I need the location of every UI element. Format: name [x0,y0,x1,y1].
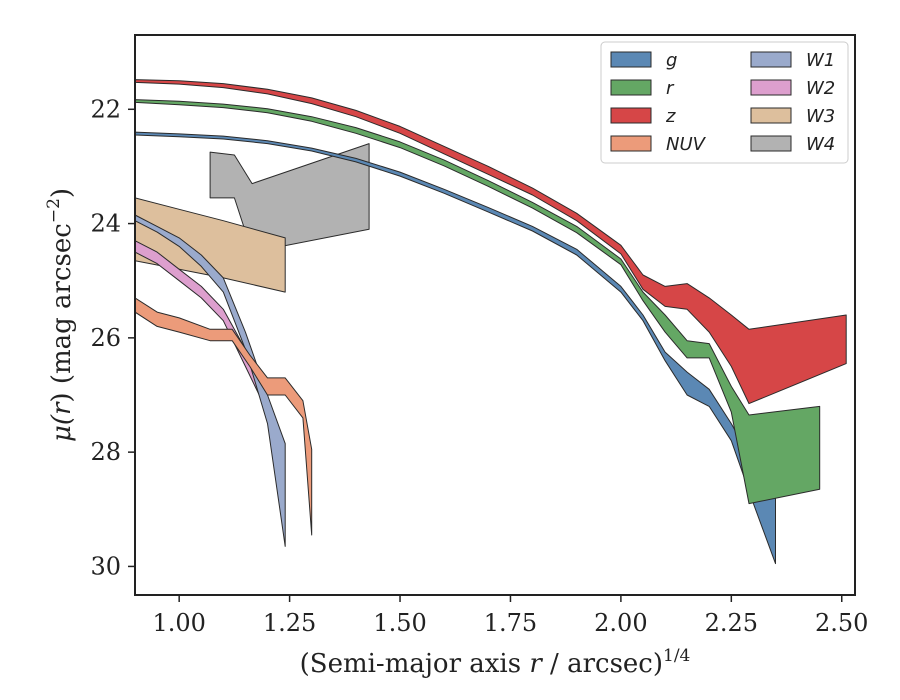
x-axis-title-post: / arcsec) [542,649,663,679]
x-axis-ticks: 1.00 1.25 1.50 1.75 2.00 2.25 2.50 [152,595,868,637]
x-axis-title-var: r [529,649,543,679]
legend-swatch-w2 [750,79,792,96]
legend-swatch-g [610,51,652,68]
legend-swatch-nuv [610,135,652,152]
x-tick-label: 1.25 [263,609,316,637]
x-tick-label: 1.75 [484,609,537,637]
x-tick-label: 1.50 [373,609,426,637]
y-tick-label: 24 [90,210,121,238]
y-tick-label: 28 [90,438,121,466]
x-axis-title: (Semi-major axis r / arcsec)1/4 [300,646,691,679]
band-z [135,79,847,405]
y-axis-title-mu: μ( [47,414,77,442]
data-bands [135,79,847,565]
legend-label-nuv: NUV [666,134,707,155]
y-tick-label: 26 [90,324,121,352]
x-tick-label: 2.50 [815,609,868,637]
band-w1 [135,214,286,547]
legend-swatch-w1 [750,51,792,68]
x-tick-label: 2.25 [705,609,758,637]
legend-label-w2: W2 [806,78,835,99]
x-axis-title-pre: (Semi-major axis [300,649,530,679]
x-tick-label: 1.00 [152,609,205,637]
y-axis-title-post: ) [47,188,77,198]
y-tick-label: 30 [90,552,121,580]
legend-label-w1: W1 [806,50,835,71]
x-axis-title-sup: 1/4 [663,646,690,666]
band-w4 [209,143,370,253]
legend-label-w4: W4 [806,134,835,155]
plot-frame [134,34,856,596]
y-axis-ticks: 22 24 26 28 30 [90,95,135,580]
legend-swatch-r [610,79,652,96]
y-axis-title-sup: −2 [44,198,64,223]
y-axis-title: μ(r) (mag arcsec−2) [44,188,77,442]
y-axis-title-var: r [47,401,77,415]
legend-label-w3: W3 [806,106,835,127]
legend-label-g: g [666,50,677,71]
x-tick-label: 2.00 [594,609,647,637]
band-nuv [135,297,313,536]
band-r [135,99,821,505]
legend-frame [600,41,849,164]
legend: grz NUV W1 W2 W3 W4 [600,41,849,164]
y-tick-label: 22 [90,95,121,123]
legend-swatch-w3 [750,107,792,124]
band-g [135,131,776,565]
y-axis-title-mid: ) (mag arcsec [47,223,77,402]
legend-swatch-z [610,107,652,124]
legend-label-r: r [666,78,675,99]
legend-label-z: z [665,106,676,127]
band-w3 [135,197,286,293]
legend-swatch-w4 [750,135,792,152]
